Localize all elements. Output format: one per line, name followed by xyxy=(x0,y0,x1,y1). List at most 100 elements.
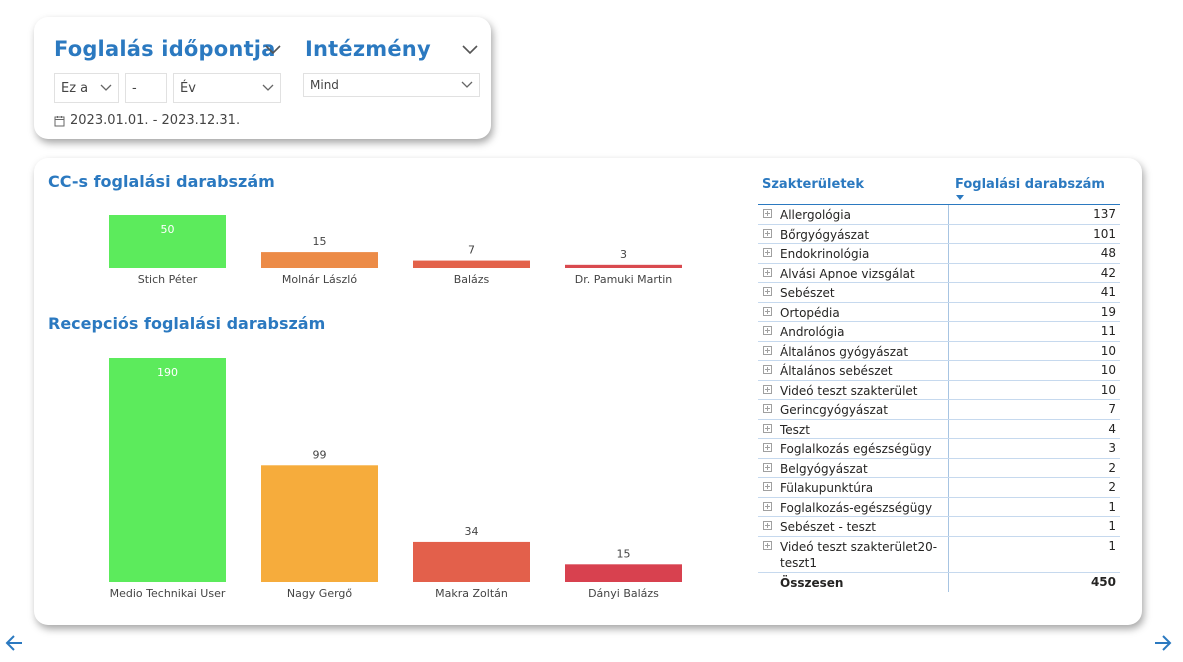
institution-dropdown[interactable]: Mind xyxy=(303,73,480,97)
chevron-down-icon xyxy=(100,84,112,91)
cc-chart-title: CC-s foglalási darabszám xyxy=(48,172,275,191)
table-row[interactable]: Bőrgyógyászat 101 xyxy=(758,225,1120,244)
row-specialty: Sebészet xyxy=(780,286,835,300)
row-count: 7 xyxy=(1108,402,1116,416)
table-row[interactable]: Ortopédia 19 xyxy=(758,303,1120,322)
row-count: 10 xyxy=(1100,363,1116,377)
expand-plus-icon[interactable] xyxy=(763,287,772,296)
expand-plus-icon[interactable] xyxy=(763,443,772,452)
institution-slicer-title: Intézmény xyxy=(305,37,431,61)
table-row[interactable]: Sebészet 41 xyxy=(758,283,1120,303)
row-specialty: Videó teszt szakterület xyxy=(780,383,918,398)
row-specialty: Allergológia xyxy=(780,208,851,222)
table-row[interactable]: Andrológia 11 xyxy=(758,322,1120,342)
table-row[interactable]: Általános sebészet 10 xyxy=(758,361,1120,381)
bar[interactable] xyxy=(413,260,530,268)
expand-plus-icon[interactable] xyxy=(763,267,772,277)
expand-plus-icon[interactable] xyxy=(763,248,772,257)
row-count: 48 xyxy=(1100,246,1116,260)
bar[interactable] xyxy=(261,252,378,268)
arrow-right-icon[interactable] xyxy=(1153,633,1173,653)
row-specialty: Andrológia xyxy=(780,325,845,339)
column-header-count[interactable]: Foglalási darabszám xyxy=(955,177,1105,192)
expand-plus-icon[interactable] xyxy=(763,384,772,394)
column-header-specialty[interactable]: Szakterületek xyxy=(762,177,864,192)
row-specialty: Foglalkozás-egészségügy xyxy=(780,500,933,515)
table-header: Szakterületek Foglalási darabszám xyxy=(758,174,1120,204)
expand-plus-icon[interactable] xyxy=(763,209,772,218)
row-specialty: Foglalkozás egészségügy xyxy=(780,442,932,456)
expand-plus-icon[interactable] xyxy=(763,228,772,238)
expand-plus-icon[interactable] xyxy=(763,462,772,472)
row-count: 1 xyxy=(1108,538,1116,553)
category-label: Molnár László xyxy=(282,273,357,286)
bar[interactable] xyxy=(565,564,682,582)
institution-value: Mind xyxy=(310,78,339,92)
row-count: 10 xyxy=(1100,343,1116,358)
table-row[interactable]: Általános gyógyászat 10 xyxy=(758,342,1120,361)
row-specialty: Sebészet - teszt xyxy=(780,520,876,534)
expand-plus-icon[interactable] xyxy=(763,404,772,413)
bar[interactable] xyxy=(109,358,226,582)
row-specialty: Fülakupunktúra xyxy=(780,481,874,495)
row-count: 2 xyxy=(1108,460,1116,475)
expand-plus-icon[interactable] xyxy=(763,540,772,550)
table-row[interactable]: Videó teszt szakterület 10 xyxy=(758,381,1120,400)
category-label: Makra Zoltán xyxy=(435,587,508,600)
category-label: Dr. Pamuki Martin xyxy=(575,273,673,286)
total-label: Összesen xyxy=(780,575,844,590)
arrow-left-icon[interactable] xyxy=(4,633,24,653)
bar[interactable] xyxy=(413,541,530,582)
expand-plus-icon[interactable] xyxy=(763,326,772,335)
expand-plus-icon[interactable] xyxy=(763,501,772,511)
period-mode-dropdown[interactable]: Ez a xyxy=(54,73,119,103)
table-row[interactable]: Teszt 4 xyxy=(758,420,1120,439)
data-label: 190 xyxy=(157,366,178,379)
row-specialty: Általános sebészet xyxy=(780,364,893,378)
expand-plus-icon[interactable] xyxy=(763,423,772,433)
row-specialty: Belgyógyászat xyxy=(780,461,868,476)
period-mode-value: Ez a xyxy=(61,80,89,96)
period-count-input[interactable]: - xyxy=(125,73,167,103)
table-row[interactable]: Endokrinológia 48 xyxy=(758,244,1120,264)
category-label: Dányi Balázs xyxy=(588,587,659,600)
row-count: 1 xyxy=(1108,519,1116,533)
table-row[interactable]: Videó teszt szakterület20-teszt1 1 xyxy=(758,537,1120,573)
row-specialty: Gerincgyógyászat xyxy=(780,403,888,417)
bar[interactable] xyxy=(109,215,226,268)
bar[interactable] xyxy=(565,264,682,268)
data-label: 50 xyxy=(161,223,175,236)
period-count-value: - xyxy=(132,80,137,96)
table-row[interactable]: Belgyógyászat 2 xyxy=(758,459,1120,478)
data-label: 15 xyxy=(617,547,631,560)
report-card: CC-s foglalási darabszám 50 Stich Péter 15… xyxy=(34,158,1142,625)
chevron-down-icon xyxy=(262,84,274,91)
data-label: 99 xyxy=(313,448,327,461)
category-label: Nagy Gergő xyxy=(287,587,353,600)
table-row[interactable]: Sebészet - teszt 1 xyxy=(758,517,1120,537)
table-row[interactable]: Allergológia 137 xyxy=(758,205,1120,225)
table-row[interactable]: Gerincgyógyászat 7 xyxy=(758,400,1120,420)
expand-plus-icon[interactable] xyxy=(763,482,772,491)
row-count: 41 xyxy=(1100,285,1116,299)
row-count: 10 xyxy=(1100,382,1116,397)
row-specialty: Videó teszt szakterület20-teszt1 xyxy=(780,539,938,570)
table-row[interactable]: Foglalkozás egészségügy 3 xyxy=(758,439,1120,459)
expand-plus-icon[interactable] xyxy=(763,306,772,316)
row-specialty: Endokrinológia xyxy=(780,247,870,261)
expand-plus-icon[interactable] xyxy=(763,521,772,530)
expand-plus-icon[interactable] xyxy=(763,365,772,374)
table-row[interactable]: Fülakupunktúra 2 xyxy=(758,478,1120,498)
table-row[interactable]: Alvási Apnoe vizsgálat 42 xyxy=(758,264,1120,283)
total-value: 450 xyxy=(1090,574,1116,589)
date-slicer-title: Foglalás időpontja xyxy=(54,37,276,61)
chevron-down-icon[interactable] xyxy=(264,44,282,56)
expand-plus-icon[interactable] xyxy=(763,345,772,355)
period-unit-dropdown[interactable]: Év xyxy=(173,73,281,103)
row-specialty: Ortopédia xyxy=(780,305,840,320)
row-count: 19 xyxy=(1100,304,1116,319)
bar[interactable] xyxy=(261,465,378,582)
specialty-table: Szakterületek Foglalási darabszám Allerg… xyxy=(758,174,1120,592)
table-row[interactable]: Foglalkozás-egészségügy 1 xyxy=(758,498,1120,517)
chevron-down-icon[interactable] xyxy=(461,44,479,56)
